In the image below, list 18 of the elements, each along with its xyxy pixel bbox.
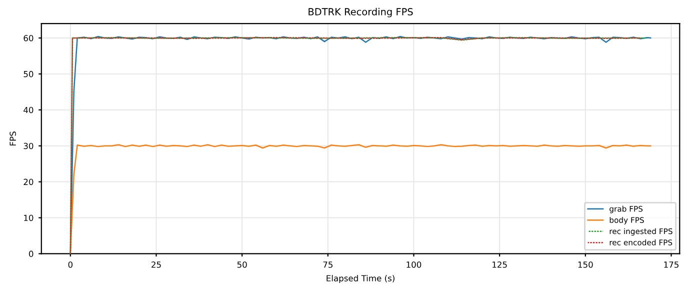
- y-tick-label: 20: [24, 178, 34, 186]
- x-tick-label: 100: [406, 261, 422, 268]
- x-tick-label: 50: [237, 261, 247, 268]
- chart-title: BDTRK Recording FPS: [308, 8, 413, 18]
- x-tick-label: 175: [664, 262, 678, 268]
- y-tick-label: 10: [24, 214, 34, 222]
- x-tick-label: 125: [492, 261, 507, 268]
- x-axis-title: Elapsed Time (s): [326, 274, 394, 284]
- y-tick-label: 30: [24, 142, 34, 150]
- x-tick-label: 25: [152, 261, 161, 268]
- y-tick-label: 40: [24, 106, 34, 114]
- y-tick-label: 0: [29, 250, 34, 257]
- y-axis-title: FPS: [10, 132, 16, 146]
- x-tick-label: 150: [578, 261, 593, 268]
- y-tick-label: 50: [24, 70, 34, 78]
- x-tick-label: 75: [323, 262, 332, 268]
- x-tick-label: 0: [68, 261, 73, 268]
- y-tick-label: 60: [24, 34, 34, 42]
